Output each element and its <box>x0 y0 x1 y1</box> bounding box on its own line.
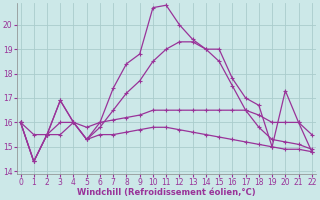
X-axis label: Windchill (Refroidissement éolien,°C): Windchill (Refroidissement éolien,°C) <box>77 188 255 197</box>
